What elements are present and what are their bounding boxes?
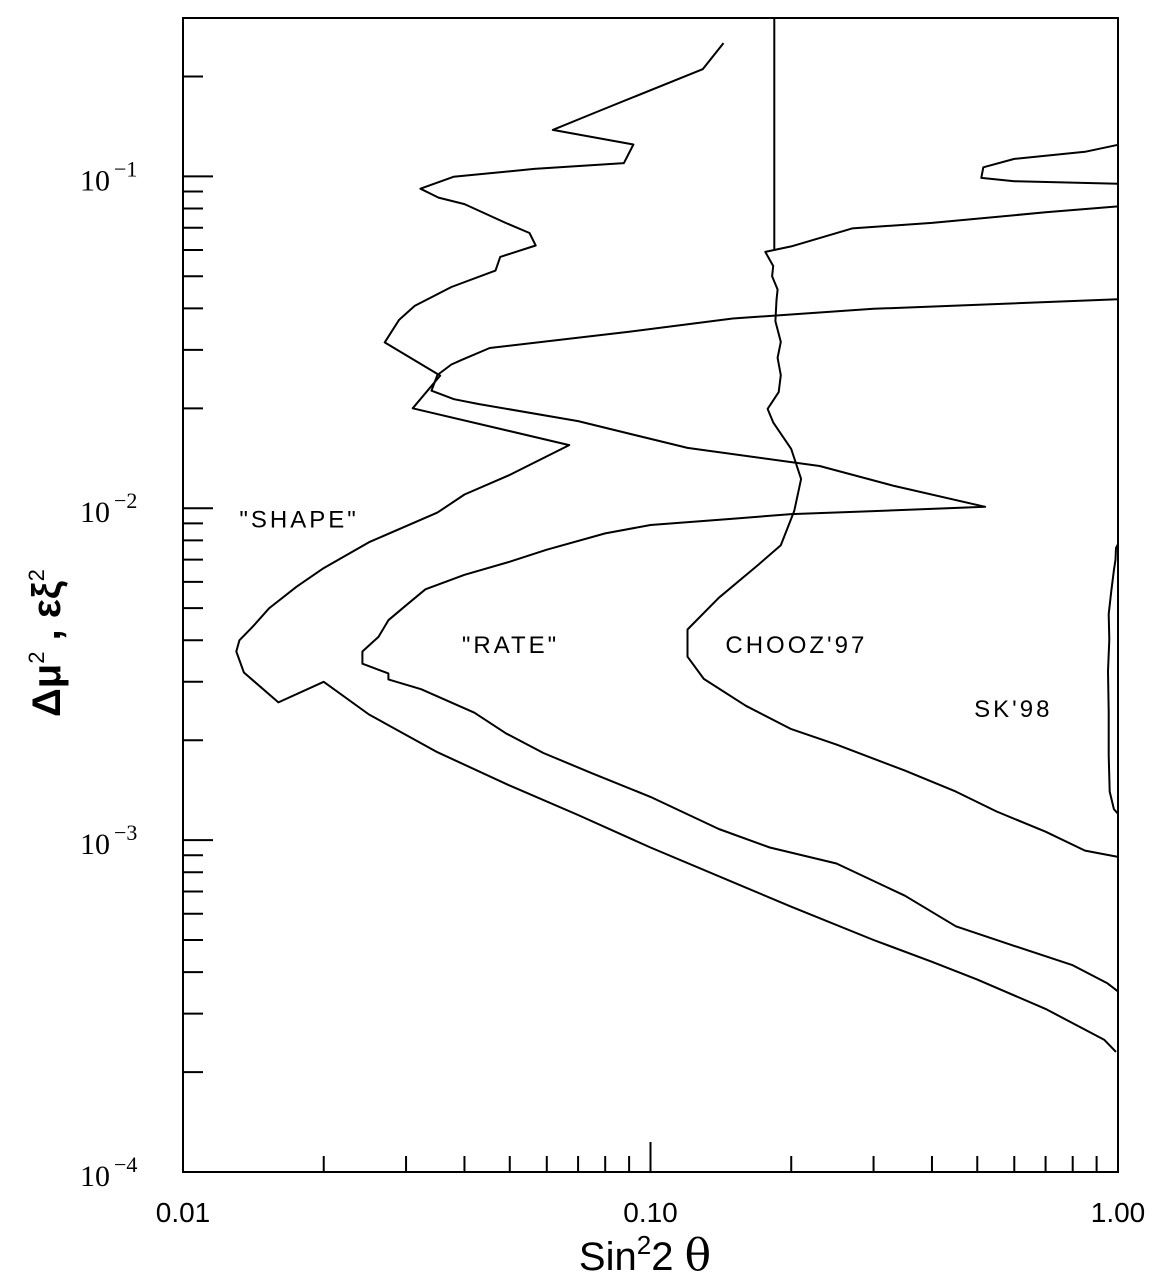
x-tick-label: 0.01 (156, 1197, 211, 1228)
y-axis-title-sup2: 2 (24, 569, 49, 581)
plot-frame (182, 17, 1119, 1173)
y-tick-label: 10 −4 (80, 1152, 137, 1193)
x-axis-title: Sin22 θ (579, 1230, 711, 1281)
y-tick-label: 10 −1 (80, 156, 137, 197)
region-labels: "SHAPE" "RATE" CHOOZ'97 SK'98 (239, 507, 1052, 723)
curve-chooz97 (686, 205, 1119, 858)
region-label-0: "SHAPE" (239, 507, 358, 534)
curve-sk98 (1107, 543, 1119, 815)
tick-labels: 0.01 0.10 1.00 10−1 10−2 10−3 10−4 (80, 156, 1145, 1228)
contour-curves (235, 18, 1119, 1053)
x-tick-label: 1.00 (1091, 1197, 1146, 1228)
region-label-2: CHOOZ'97 (725, 632, 867, 659)
region-label-3: SK'98 (974, 696, 1052, 723)
region-label-1: "RATE" (462, 632, 559, 659)
x-axis-title-theta: θ (685, 1230, 712, 1281)
axis-ticks (182, 75, 1098, 1173)
x-tick-label: 0.10 (623, 1197, 678, 1228)
curve-chooz97-upper (980, 143, 1119, 185)
y-axis-title-sep: , (25, 618, 69, 651)
y-tick-label: 10 −3 (80, 820, 137, 861)
x-axis-title-sup: 2 (637, 1230, 651, 1260)
y-axis-title: Δμ2 , εξ2 (24, 569, 69, 717)
curve-rate (361, 298, 1119, 993)
x-axis-title-rest: 2 (651, 1235, 684, 1279)
curve-shape (235, 42, 1117, 1053)
y-tick-label: 10 −2 (80, 488, 137, 529)
y-axis-title-eps: εξ (25, 581, 69, 618)
y-axis-title-sup1: 2 (24, 651, 49, 663)
